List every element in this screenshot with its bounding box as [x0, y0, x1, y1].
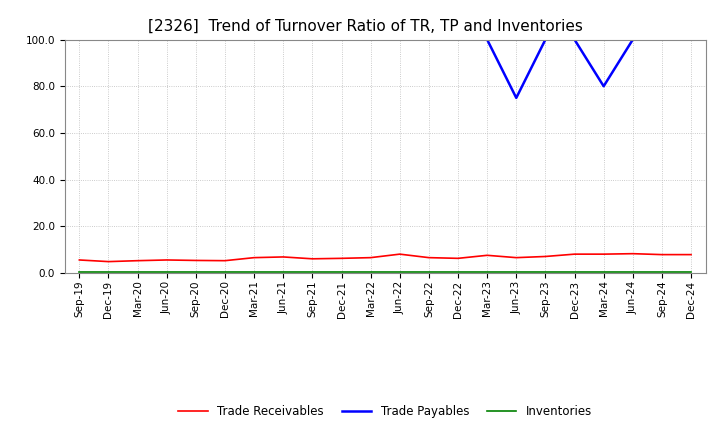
- Trade Receivables: [687, 252, 696, 257]
- Trade Payables: [599, 84, 608, 89]
- Inventories: [395, 269, 404, 275]
- Trade Receivables: [279, 254, 287, 260]
- Trade Receivables: [192, 258, 200, 263]
- Trade Receivables: [512, 255, 521, 260]
- Trade Receivables: [366, 255, 375, 260]
- Inventories: [657, 269, 666, 275]
- Inventories: [133, 269, 142, 275]
- Inventories: [192, 269, 200, 275]
- Trade Receivables: [541, 254, 550, 259]
- Inventories: [250, 269, 258, 275]
- Trade Receivables: [599, 252, 608, 257]
- Inventories: [425, 269, 433, 275]
- Inventories: [308, 269, 317, 275]
- Inventories: [599, 269, 608, 275]
- Inventories: [366, 269, 375, 275]
- Trade Receivables: [425, 255, 433, 260]
- Inventories: [337, 269, 346, 275]
- Inventories: [687, 269, 696, 275]
- Trade Receivables: [133, 258, 142, 263]
- Inventories: [512, 269, 521, 275]
- Inventories: [279, 269, 287, 275]
- Inventories: [483, 269, 492, 275]
- Trade Receivables: [395, 252, 404, 257]
- Trade Payables: [629, 37, 637, 42]
- Trade Receivables: [629, 251, 637, 257]
- Trade Receivables: [337, 256, 346, 261]
- Inventories: [163, 269, 171, 275]
- Text: [2326]  Trend of Turnover Ratio of TR, TP and Inventories: [2326] Trend of Turnover Ratio of TR, TP…: [148, 19, 583, 34]
- Trade Receivables: [220, 258, 229, 263]
- Trade Receivables: [75, 257, 84, 263]
- Line: Trade Payables: Trade Payables: [487, 40, 633, 98]
- Trade Receivables: [308, 256, 317, 261]
- Trade Receivables: [163, 257, 171, 263]
- Inventories: [104, 269, 113, 275]
- Inventories: [75, 269, 84, 275]
- Inventories: [454, 269, 462, 275]
- Trade Payables: [570, 37, 579, 42]
- Inventories: [541, 269, 550, 275]
- Trade Payables: [541, 37, 550, 42]
- Legend: Trade Receivables, Trade Payables, Inventories: Trade Receivables, Trade Payables, Inven…: [174, 400, 597, 422]
- Inventories: [629, 269, 637, 275]
- Trade Payables: [483, 37, 492, 42]
- Trade Receivables: [454, 256, 462, 261]
- Trade Receivables: [250, 255, 258, 260]
- Trade Receivables: [657, 252, 666, 257]
- Trade Receivables: [483, 253, 492, 258]
- Line: Trade Receivables: Trade Receivables: [79, 254, 691, 262]
- Inventories: [570, 269, 579, 275]
- Inventories: [220, 269, 229, 275]
- Trade Payables: [512, 95, 521, 100]
- Trade Receivables: [570, 252, 579, 257]
- Trade Receivables: [104, 259, 113, 264]
